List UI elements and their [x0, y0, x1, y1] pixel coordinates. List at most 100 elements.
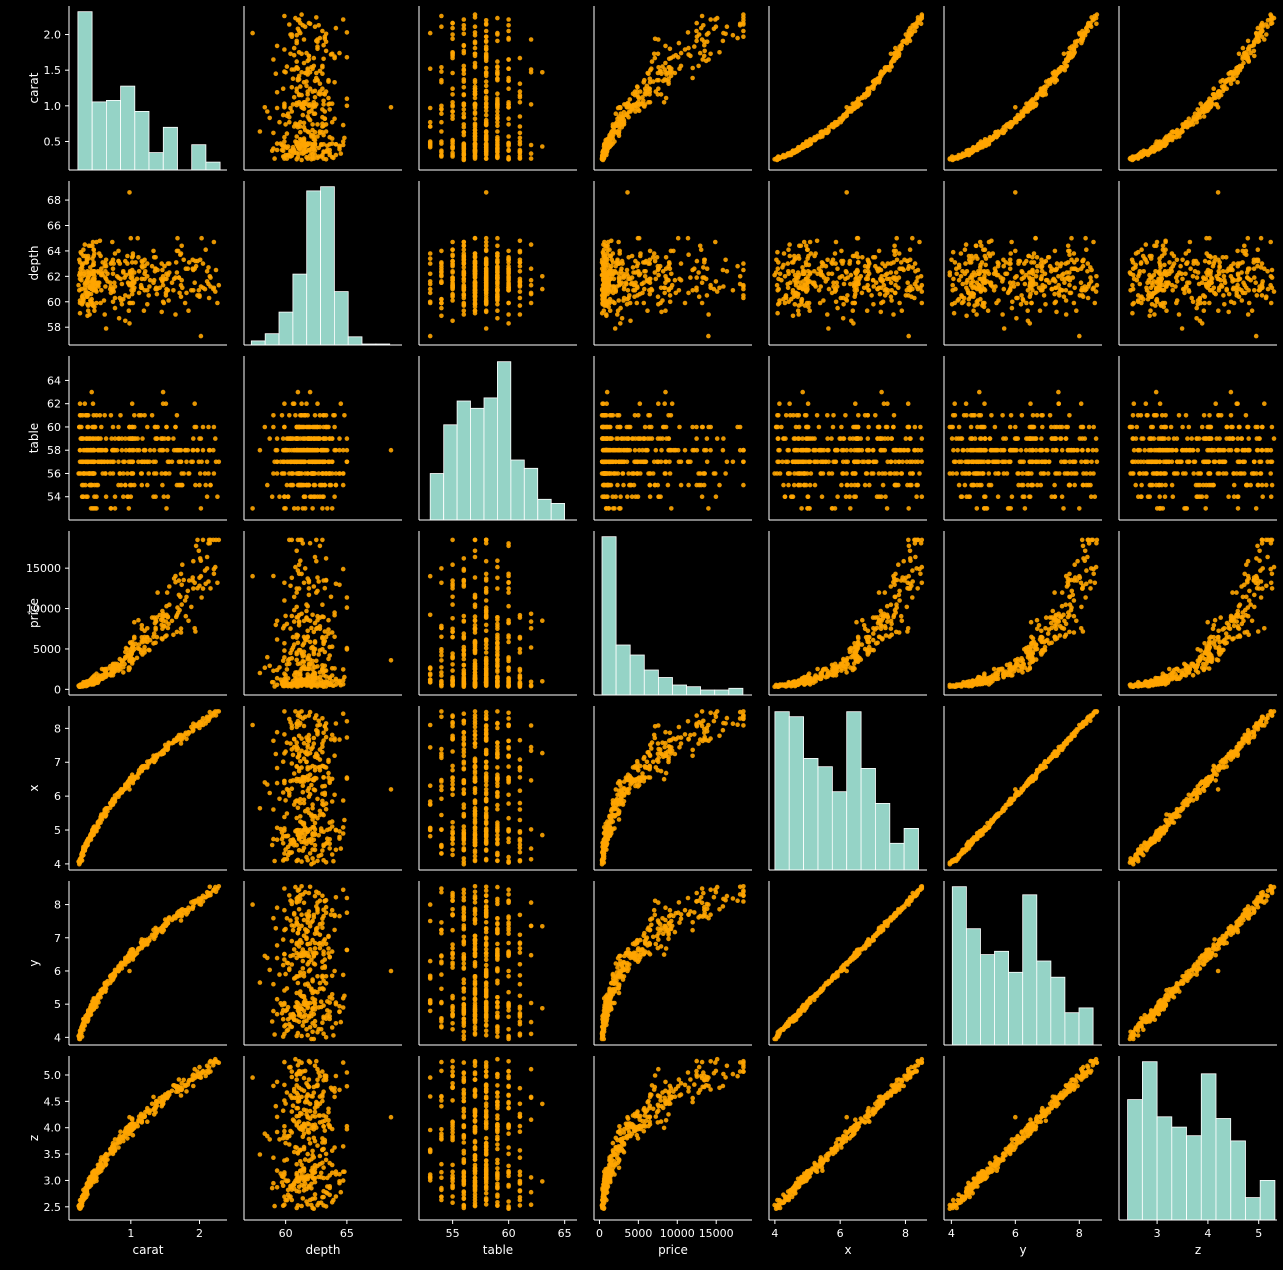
point [865, 283, 870, 288]
point [280, 413, 285, 418]
point [1094, 274, 1099, 279]
point [292, 46, 297, 51]
point [1028, 321, 1033, 326]
point [964, 280, 969, 285]
point [825, 129, 830, 134]
point [847, 261, 852, 266]
point [100, 260, 105, 265]
point [1148, 148, 1153, 153]
point [518, 239, 523, 244]
point [484, 84, 489, 89]
point [1051, 278, 1056, 283]
point [291, 145, 296, 150]
point [1180, 258, 1185, 263]
point [170, 460, 175, 465]
point [1058, 264, 1063, 269]
point [125, 254, 130, 259]
point [974, 312, 979, 317]
point [506, 301, 511, 306]
point [1145, 260, 1150, 265]
point [976, 144, 981, 149]
point [180, 286, 185, 291]
point [305, 66, 310, 71]
point [1144, 242, 1149, 247]
point [963, 261, 968, 266]
point [1264, 32, 1269, 37]
point [663, 61, 668, 66]
point [89, 390, 94, 395]
point [118, 413, 123, 418]
point [1008, 251, 1013, 256]
hist-bar-depth-1 [265, 334, 279, 345]
point [1191, 115, 1196, 120]
point [123, 436, 128, 441]
point [1212, 95, 1217, 100]
point [1270, 268, 1275, 273]
point [741, 261, 746, 266]
point [1002, 287, 1007, 292]
point [600, 302, 605, 307]
point [818, 284, 823, 289]
point [77, 288, 82, 293]
hist-bar-depth-0 [251, 341, 265, 345]
point [1091, 240, 1096, 245]
point [813, 251, 818, 256]
point [518, 312, 523, 317]
panel-depth-vs-depth [244, 181, 402, 345]
point [1204, 277, 1209, 282]
point [896, 50, 901, 55]
hist-bar-carat-5 [149, 153, 163, 170]
point [725, 269, 730, 274]
point [1029, 260, 1034, 265]
point [1164, 284, 1169, 289]
point [1148, 275, 1153, 280]
point [834, 240, 839, 245]
point [620, 125, 625, 130]
point [439, 306, 444, 311]
point [428, 261, 433, 266]
point [484, 133, 489, 138]
point [1216, 258, 1221, 263]
point [604, 141, 609, 146]
point [913, 282, 918, 287]
point [121, 471, 126, 476]
point [102, 413, 107, 418]
point [1237, 52, 1242, 57]
point [694, 21, 699, 26]
point [287, 153, 292, 158]
point [506, 148, 511, 153]
point [894, 270, 899, 275]
point [337, 436, 342, 441]
point [281, 471, 286, 476]
point [897, 44, 902, 49]
point [450, 319, 455, 324]
point [780, 265, 785, 270]
point [631, 265, 636, 270]
point [856, 260, 861, 265]
point [518, 269, 523, 274]
point [111, 448, 116, 453]
point [723, 258, 728, 263]
point [1028, 277, 1033, 282]
point [1201, 293, 1206, 298]
point [142, 258, 147, 263]
point [160, 448, 165, 453]
point [263, 105, 268, 110]
point [506, 36, 511, 41]
point [439, 314, 444, 319]
point [529, 37, 534, 42]
point [484, 121, 489, 126]
point [307, 21, 312, 26]
point [109, 506, 114, 511]
point [170, 280, 175, 285]
point [1237, 66, 1242, 71]
point [1178, 264, 1183, 269]
point [518, 153, 523, 158]
point [181, 258, 186, 263]
point [298, 137, 303, 142]
point [899, 260, 904, 265]
point [1183, 272, 1188, 277]
point [428, 124, 433, 129]
point [664, 96, 669, 101]
point [307, 110, 312, 115]
